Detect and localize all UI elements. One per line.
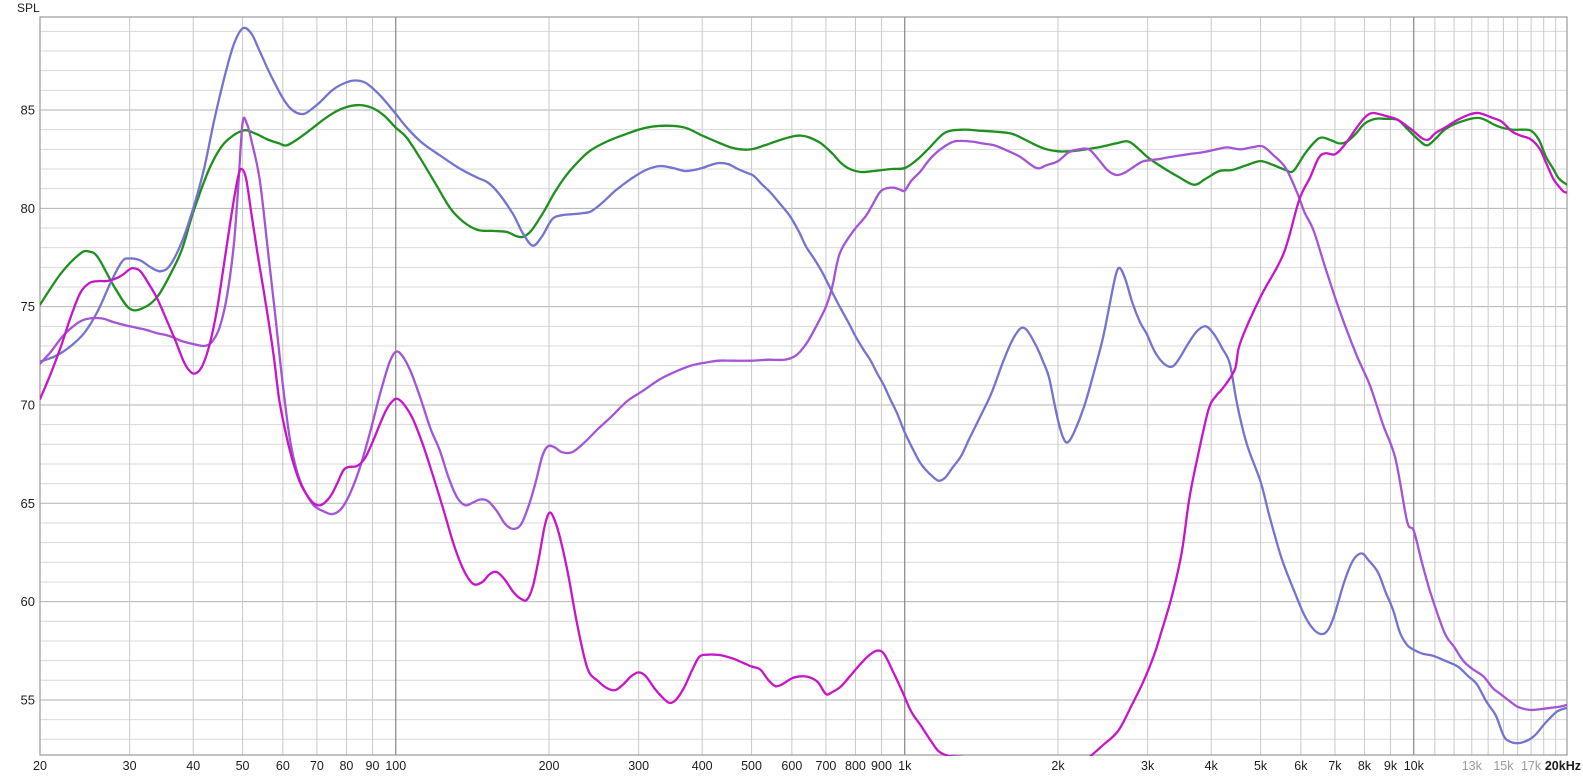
x-tick-label: 4k — [1205, 759, 1219, 773]
x-tick-label: 7k — [1328, 759, 1342, 773]
x-tick-label: 10k — [1404, 759, 1425, 773]
x-tick-label: 2k — [1051, 759, 1065, 773]
series-magenta-curve — [40, 111, 1567, 756]
x-tick-label: 1k — [898, 759, 912, 773]
x-tick-label: 600 — [781, 759, 802, 773]
x-tick-label: 300 — [628, 759, 649, 773]
x-tick-label: 8k — [1358, 759, 1372, 773]
x-tick-label: 50 — [236, 759, 250, 773]
y-tick-label: 65 — [21, 496, 35, 511]
series-purple-curve — [40, 116, 1567, 712]
x-tick-label: 400 — [692, 759, 713, 773]
y-axis-title: SPL — [17, 1, 40, 15]
x-tick-label: 20 — [33, 759, 47, 773]
x-tick-label: 17k — [1521, 759, 1542, 773]
x-tick-label: 6k — [1294, 759, 1308, 773]
x-tick-label: 5k — [1254, 759, 1268, 773]
y-tick-label: 80 — [21, 201, 35, 216]
x-tick-label: 200 — [539, 759, 560, 773]
y-tick-label: 60 — [21, 594, 35, 609]
x-tick-label: 700 — [816, 759, 837, 773]
x-tick-label: 70 — [310, 759, 324, 773]
y-tick-label: 70 — [21, 397, 35, 412]
x-tick-label: 30 — [123, 759, 137, 773]
x-tick-label: 40 — [186, 759, 200, 773]
y-tick-label: 55 — [21, 692, 35, 707]
plot-border — [39, 16, 1568, 756]
x-tick-label: 800 — [845, 759, 866, 773]
x-tick-label: 15k — [1493, 759, 1514, 773]
x-tick-label: 3k — [1141, 759, 1155, 773]
x-tick-label: 90 — [366, 759, 380, 773]
series-green-curve — [40, 103, 1567, 312]
y-tick-label: 85 — [21, 103, 35, 118]
x-tick-label: 9k — [1384, 759, 1398, 773]
x-tick-label: 500 — [741, 759, 762, 773]
x-tick-label: 100 — [385, 759, 406, 773]
x-tick-label: 900 — [871, 759, 892, 773]
x-tick-label: 80 — [339, 759, 353, 773]
series-blue-curve — [40, 26, 1567, 745]
x-tick-label: 20kHz — [1545, 759, 1581, 773]
x-tick-label: 13k — [1462, 759, 1483, 773]
y-tick-label: 75 — [21, 299, 35, 314]
x-tick-label: 60 — [276, 759, 290, 773]
